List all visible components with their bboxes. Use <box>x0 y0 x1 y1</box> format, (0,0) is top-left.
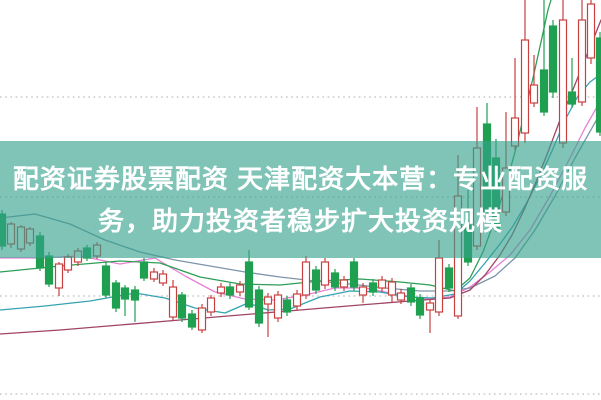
candlestick-chart <box>0 0 601 395</box>
stock-chart-page: 配资证券股票配资 天津配资大本营：专业配资服 务，助力投资者稳步扩大投资规模 <box>0 0 601 395</box>
